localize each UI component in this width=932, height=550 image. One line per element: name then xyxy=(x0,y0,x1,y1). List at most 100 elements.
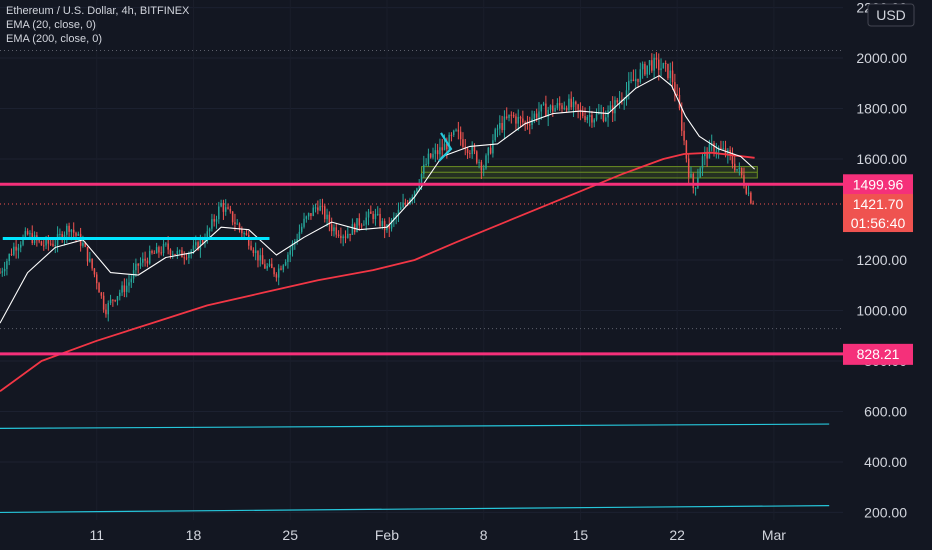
candle-body xyxy=(496,128,499,130)
candle-body xyxy=(148,250,151,264)
candle-body xyxy=(547,109,549,117)
candle-body xyxy=(125,285,128,292)
levels-layer xyxy=(0,132,843,356)
last-price-tag-box xyxy=(843,194,913,233)
candle-body xyxy=(300,226,303,232)
candle-body xyxy=(457,129,460,132)
candle-body xyxy=(584,116,586,120)
candle-body xyxy=(485,155,487,169)
candle-body xyxy=(554,107,556,112)
candle-body xyxy=(220,203,222,207)
candle-body xyxy=(199,239,202,250)
candle-body xyxy=(6,261,8,270)
candle-body xyxy=(43,245,45,247)
candle-body xyxy=(579,109,582,112)
candle-body xyxy=(641,63,644,70)
candle-body xyxy=(413,191,416,197)
candle-body xyxy=(676,93,678,96)
annotation-arrow-icon xyxy=(438,132,453,162)
candle-body xyxy=(215,219,218,222)
candle-body xyxy=(109,299,112,304)
candle-body xyxy=(330,224,333,232)
candle-body xyxy=(575,101,577,105)
candle-body xyxy=(381,221,384,227)
candle-body xyxy=(455,129,457,131)
candle-body xyxy=(581,111,584,117)
currency-badge-label[interactable]: USD xyxy=(876,7,906,23)
candle-body xyxy=(38,240,40,242)
candle-body xyxy=(8,253,10,262)
resistance-price-tag-label: 1499.96 xyxy=(853,176,904,192)
currency-badge[interactable]: USD xyxy=(867,3,915,27)
candle-body xyxy=(26,231,29,235)
candle-body xyxy=(687,158,690,178)
legend-symbol-title[interactable]: Ethereum / U.S. Dollar, 4h, BITFINEX xyxy=(6,5,190,17)
candle-body xyxy=(630,79,632,81)
candle-body xyxy=(531,118,533,126)
candle-body xyxy=(450,134,453,136)
price-tick-label: 2000.00 xyxy=(856,50,907,66)
candle-body xyxy=(701,156,704,169)
candle-body xyxy=(195,242,197,246)
chart-legend[interactable]: Ethereum / U.S. Dollar, 4h, BITFINEX EMA… xyxy=(6,5,190,45)
candle-body xyxy=(307,213,310,217)
candle-body xyxy=(655,57,658,60)
candle-body xyxy=(552,105,554,112)
legend-ema20[interactable]: EMA (20, close, 0) xyxy=(6,19,96,31)
candle-body xyxy=(406,203,409,205)
candle-body xyxy=(160,252,162,254)
candle-body xyxy=(266,266,268,269)
candle-body xyxy=(130,278,133,283)
candle-body xyxy=(231,211,234,223)
candle-body xyxy=(15,246,17,251)
candle-body xyxy=(565,107,568,111)
candle-body xyxy=(660,68,662,71)
candle-body xyxy=(588,115,591,117)
price-tick-label: 600.00 xyxy=(864,403,907,419)
candle-body xyxy=(462,139,464,147)
last-price-tag-countdown: 01:56:40 xyxy=(851,215,906,231)
candle-body xyxy=(144,258,146,261)
candle-body xyxy=(121,285,123,293)
candle-body xyxy=(570,98,572,108)
candle-body xyxy=(296,238,298,242)
candle-body xyxy=(393,217,395,220)
candle-body xyxy=(13,246,15,255)
candle-body xyxy=(213,219,215,222)
candle-body xyxy=(155,247,158,254)
price-tick-label: 1800.00 xyxy=(856,101,907,117)
resistance-price-tag-box xyxy=(843,174,913,196)
candle-body xyxy=(503,116,506,131)
candle-body xyxy=(335,227,338,235)
candle-body xyxy=(52,243,54,246)
candle-body xyxy=(277,268,280,278)
time-tick-label: 25 xyxy=(282,527,298,543)
candle-body xyxy=(420,174,423,185)
candle-body xyxy=(441,147,443,151)
candle-body xyxy=(3,269,6,272)
candle-body xyxy=(747,192,750,194)
candle-body xyxy=(275,274,278,278)
candle-body xyxy=(59,233,61,235)
candle-body xyxy=(284,261,287,266)
candle-body xyxy=(637,78,639,82)
support-price-tag-box xyxy=(843,343,913,365)
candle-body xyxy=(234,222,236,224)
candle-body xyxy=(344,236,347,238)
candle-body xyxy=(190,250,192,254)
candle-body xyxy=(648,60,651,66)
legend-ema200[interactable]: EMA (200, close, 0) xyxy=(6,33,102,45)
price-axis[interactable]: 2200.002000.001800.001600.001200.001000.… xyxy=(856,0,907,520)
candle-body xyxy=(241,228,243,234)
candle-body xyxy=(72,229,75,233)
time-axis[interactable]: 11 18 25 Feb 8 15 22 Mar xyxy=(89,527,786,543)
currency-badge-box[interactable] xyxy=(867,3,915,27)
candle-body xyxy=(397,209,400,216)
candle-body xyxy=(29,233,31,235)
candle-body xyxy=(86,246,89,262)
candle-body xyxy=(321,205,324,207)
candle-body xyxy=(593,119,595,123)
ema-layer xyxy=(0,75,755,393)
